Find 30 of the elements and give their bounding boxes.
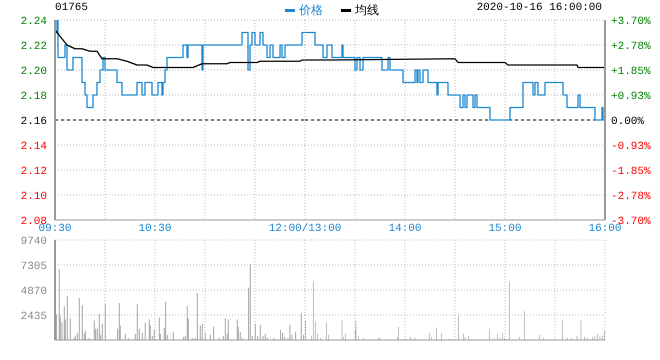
y2-tick-label: -1.85% [611,166,652,178]
legend-label: 均线 [355,2,379,19]
y2-tick-label: -0.93% [611,141,652,154]
y2-tick-label: 0.00% [611,116,644,128]
legend-label: 价格 [299,2,323,19]
y-tick-label: 2435 [20,311,47,323]
y-tick-label: 2.14 [20,141,48,153]
y-tick-label: 2.12 [20,166,47,178]
x-tick-label: 16:00 [588,223,622,235]
x-tick-label: 12:00/13:00 [268,223,342,235]
x-tick-label: 15:00 [488,223,522,235]
y-tick-label: 2.16 [20,116,47,128]
y-tick-label: 2.22 [20,41,47,53]
y-tick-label: 2.10 [20,191,47,203]
y-tick-label: 4870 [20,286,47,298]
y-tick-label: 2.24 [20,16,48,28]
y-tick-label: 9740 [20,236,47,248]
y2-tick-label: +2.78% [611,40,652,53]
x-tick-label: 09:30 [38,223,72,235]
y2-tick-label: -2.78% [611,191,652,204]
y-tick-label: 7305 [20,261,47,273]
x-tick-label: 14:00 [388,223,422,235]
chart-title: 01765 [55,2,88,14]
chart-subtitle: 2020-10-16 16:00:00 [476,2,602,14]
y-tick-label: 2.20 [20,66,47,78]
y2-tick-label: +1.85% [611,66,652,78]
y-tick-label: 2.18 [20,91,47,103]
y2-tick-label: +0.93% [611,90,652,103]
y2-tick-label: +3.70% [611,16,652,28]
x-tick-label: 10:30 [138,223,172,235]
